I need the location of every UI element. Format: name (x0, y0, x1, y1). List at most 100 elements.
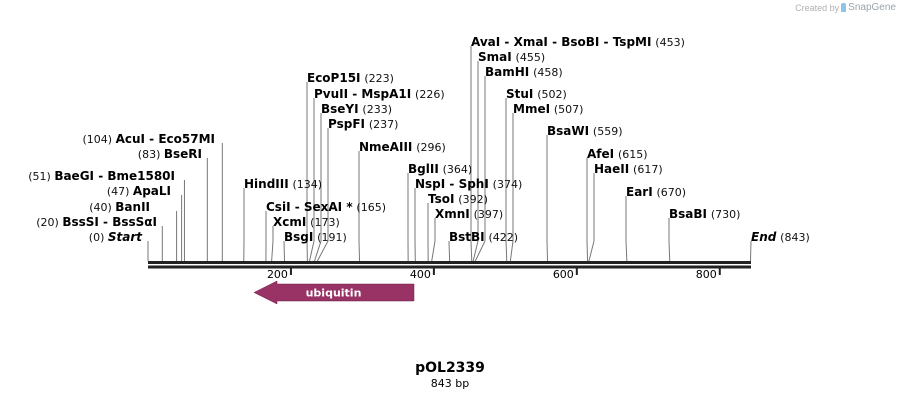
enzyme-name: PspFI (328, 117, 365, 131)
enzyme-name: NspI - SphI (415, 177, 489, 191)
axis-tick-label: 600 (553, 268, 574, 281)
cut-position: (453) (655, 36, 685, 49)
site-tsoi[interactable]: TsoI (392) (428, 192, 488, 206)
enzyme-name: XcmI (273, 215, 306, 229)
site-baegi[interactable]: (51) BaeGI - Bme1580I (28, 169, 175, 183)
site-nspi[interactable]: NspI - SphI (374) (415, 177, 522, 191)
site-label: PspFI (237) (328, 117, 398, 131)
site-line (546, 135, 549, 262)
enzyme-name: EarI (626, 185, 653, 199)
enzyme-name: BssSI - BssSαI (62, 215, 157, 229)
cut-position: (502) (537, 88, 567, 101)
site-bamhi[interactable]: BamHI (458) (485, 65, 563, 79)
site-line (271, 226, 274, 262)
site-avai[interactable]: AvaI - XmaI - BsoBI - TspMI (453) (471, 35, 685, 49)
enzyme-name: EcoP15I (307, 71, 361, 85)
site-label: BamHI (458) (485, 65, 563, 79)
site-line (625, 196, 628, 262)
enzyme-name: BglII (408, 162, 439, 176)
cut-position: (226) (415, 88, 445, 101)
site-bsgi[interactable]: BsgI (191) (284, 230, 347, 244)
axis-tick-label: 400 (410, 268, 431, 281)
site-label: BseYI (233) (321, 102, 392, 116)
site-line (668, 218, 671, 262)
snapgene-credit: Created by SnapGene (795, 2, 896, 13)
enzyme-name: MmeI (513, 102, 550, 116)
site-pspfi[interactable]: PspFI (237) (328, 117, 398, 131)
site-bglii[interactable]: BglII (364) (408, 162, 472, 176)
site-xcmi[interactable]: XcmI (173) (273, 215, 340, 229)
enzyme-name: TsoI (428, 192, 454, 206)
site-stui[interactable]: StuI (502) (506, 87, 567, 101)
cut-position: (191) (317, 231, 347, 244)
cut-position: (843) (780, 231, 810, 244)
site-label: EcoP15I (223) (307, 71, 394, 85)
site-label: MmeI (507) (513, 102, 583, 116)
cut-position: (20) (36, 216, 62, 229)
cut-position: (422) (488, 231, 518, 244)
site-pvuii[interactable]: PvuII - MspA1I (226) (314, 87, 445, 101)
site-bsssi[interactable]: (20) BssSI - BssSαI (36, 215, 157, 229)
site-acui[interactable]: (104) AcuI - Eco57MI (83, 132, 215, 146)
site-bstbi[interactable]: BstBI (422) (449, 230, 518, 244)
site-nmeaiii[interactable]: NmeAIII (296) (359, 140, 446, 154)
feature-ubiquitin[interactable]: ubiquitin (253, 280, 415, 305)
enzyme-name: CsiI - SexAI * (266, 200, 353, 214)
enzyme-name: XmnI (435, 207, 470, 221)
site-start[interactable]: (0) Start (89, 230, 143, 244)
site-bseri[interactable]: (83) BseRI (138, 147, 202, 161)
site-bsawi[interactable]: BsaWI (559) (547, 124, 623, 138)
site-label: HindIII (134) (244, 177, 322, 191)
site-hindiii[interactable]: HindIII (134) (244, 177, 322, 191)
enzyme-name: HaeII (594, 162, 629, 176)
site-line (586, 158, 589, 262)
site-line (470, 46, 473, 262)
site-csii[interactable]: CsiI - SexAI * (165) (266, 200, 386, 214)
features: ubiquitin (253, 280, 415, 305)
site-afei[interactable]: AfeI (615) (587, 147, 648, 161)
axis-tick (718, 268, 721, 275)
cut-position: (40) (89, 201, 115, 214)
site-banii[interactable]: (40) BanII (89, 200, 150, 214)
site-end[interactable]: End (843) (751, 230, 810, 244)
cut-position: (296) (416, 141, 446, 154)
axis-ticks: 200 400 600 800 (267, 268, 721, 281)
enzyme-name: AfeI (587, 147, 614, 161)
site-label: End (843) (751, 230, 810, 244)
cut-position: (51) (28, 170, 54, 183)
site-line (588, 173, 595, 262)
site-label: CsiI - SexAI * (165) (266, 200, 386, 214)
site-label: (20) BssSI - BssSαI (36, 215, 157, 229)
site-label: BsaBI (730) (669, 207, 740, 221)
enzyme-name: PvuII - MspA1I (314, 87, 411, 101)
site-bseyi[interactable]: BseYI (233) (321, 102, 392, 116)
site-label: EarI (670) (626, 185, 686, 199)
site-xmni[interactable]: XmnI (397) (435, 207, 503, 221)
cut-position: (455) (516, 51, 546, 64)
site-eari[interactable]: EarI (670) (626, 185, 686, 199)
site-label: PvuII - MspA1I (226) (314, 87, 445, 101)
site-haeii[interactable]: HaeII (617) (594, 162, 663, 176)
site-ecop15i[interactable]: EcoP15I (223) (307, 71, 394, 85)
site-mmei[interactable]: MmeI (507) (513, 102, 583, 116)
site-apali[interactable]: (47) ApaLI (107, 184, 171, 198)
site-label: (51) BaeGI - Bme1580I (28, 169, 175, 183)
site-label: AvaI - XmaI - BsoBI - TspMI (453) (471, 35, 685, 49)
enzyme-name: ApaLI (133, 184, 171, 198)
enzyme-name: End (751, 230, 777, 244)
axis-tick (575, 268, 578, 275)
site-bsabi[interactable]: BsaBI (730) (669, 207, 740, 221)
site-label: XcmI (173) (273, 215, 340, 229)
cut-position: (559) (593, 125, 623, 138)
enzyme-name: BstBI (449, 230, 485, 244)
cut-position: (83) (138, 148, 164, 161)
cut-position: (173) (310, 216, 340, 229)
enzyme-name: BseRI (164, 147, 202, 161)
cut-position: (134) (293, 178, 323, 191)
enzyme-name: BanII (115, 200, 150, 214)
site-smai[interactable]: SmaI (455) (478, 50, 545, 64)
snapgene-logo-icon (841, 3, 847, 12)
cut-position: (47) (107, 185, 133, 198)
enzyme-name: BaeGI - Bme1580I (54, 169, 175, 183)
